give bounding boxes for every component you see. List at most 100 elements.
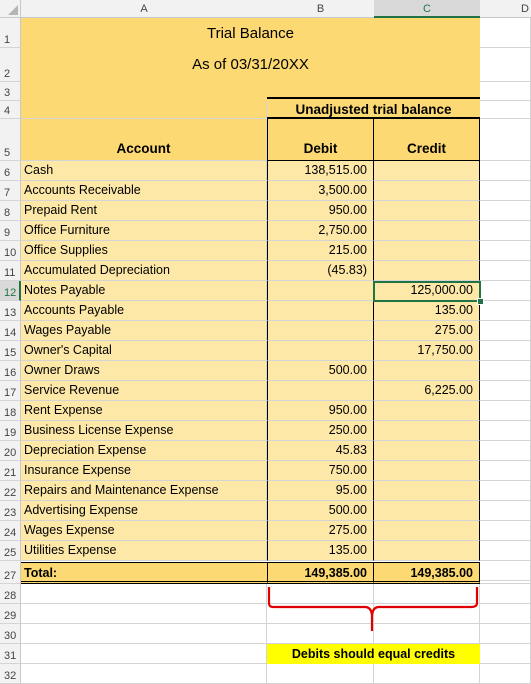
- empty-cell[interactable]: [21, 664, 267, 684]
- empty-cell[interactable]: [480, 281, 531, 301]
- credit-cell[interactable]: 135.00: [374, 301, 480, 321]
- credit-cell[interactable]: [374, 261, 480, 281]
- account-cell[interactable]: Wages Expense: [21, 521, 267, 541]
- credit-cell[interactable]: [374, 541, 480, 561]
- row-header-8[interactable]: 8: [0, 201, 21, 221]
- debit-cell[interactable]: [267, 301, 374, 321]
- total-label[interactable]: Total:: [21, 562, 267, 584]
- header-debit[interactable]: Debit: [267, 119, 374, 161]
- debit-cell[interactable]: 135.00: [267, 541, 374, 561]
- empty-cell[interactable]: [480, 584, 531, 604]
- row-header-12[interactable]: 12: [0, 281, 21, 301]
- empty-cell[interactable]: [480, 644, 531, 664]
- account-cell[interactable]: Advertising Expense: [21, 501, 267, 521]
- debit-cell[interactable]: 500.00: [267, 501, 374, 521]
- debit-cell[interactable]: 950.00: [267, 401, 374, 421]
- row-header-24[interactable]: 24: [0, 521, 21, 541]
- debit-cell[interactable]: 2,750.00: [267, 221, 374, 241]
- empty-cell[interactable]: [480, 261, 531, 281]
- column-header-d[interactable]: D: [480, 0, 531, 18]
- empty-cell[interactable]: [21, 584, 267, 604]
- selected-cell-c12[interactable]: [373, 281, 481, 302]
- debit-cell[interactable]: [267, 321, 374, 341]
- empty-cell[interactable]: [267, 664, 374, 684]
- empty-cell[interactable]: [267, 624, 374, 644]
- column-header-b[interactable]: B: [267, 0, 374, 18]
- credit-cell[interactable]: [374, 181, 480, 201]
- empty-cell[interactable]: [267, 584, 374, 604]
- empty-cell[interactable]: [480, 321, 531, 341]
- empty-cell[interactable]: [480, 421, 531, 441]
- row-header-19[interactable]: 19: [0, 421, 21, 441]
- select-all-corner[interactable]: [0, 0, 21, 18]
- row-header-25[interactable]: 25: [0, 541, 21, 561]
- empty-cell[interactable]: [480, 341, 531, 361]
- balance-note[interactable]: Debits should equal credits: [267, 644, 480, 664]
- account-cell[interactable]: Repairs and Maintenance Expense: [21, 481, 267, 501]
- credit-cell[interactable]: [374, 441, 480, 461]
- debit-cell[interactable]: 45.83: [267, 441, 374, 461]
- cell-a4[interactable]: [21, 101, 267, 119]
- credit-cell[interactable]: 125,000.00: [374, 281, 480, 301]
- header-credit[interactable]: Credit: [374, 119, 480, 161]
- row-header-20[interactable]: 20: [0, 441, 21, 461]
- row-header-3[interactable]: 3: [0, 82, 21, 101]
- credit-cell[interactable]: [374, 241, 480, 261]
- debit-cell[interactable]: 138,515.00: [267, 161, 374, 181]
- empty-cell[interactable]: [480, 604, 531, 624]
- empty-cell[interactable]: [480, 664, 531, 684]
- debit-cell[interactable]: [267, 341, 374, 361]
- account-cell[interactable]: Rent Expense: [21, 401, 267, 421]
- empty-cell[interactable]: [480, 82, 531, 101]
- empty-cell[interactable]: [480, 221, 531, 241]
- credit-cell[interactable]: [374, 201, 480, 221]
- credit-cell[interactable]: [374, 501, 480, 521]
- row-header-1[interactable]: 1: [0, 18, 21, 48]
- row-header-21[interactable]: 21: [0, 461, 21, 481]
- empty-cell[interactable]: [480, 461, 531, 481]
- account-cell[interactable]: Owner's Capital: [21, 341, 267, 361]
- empty-cell[interactable]: [480, 18, 531, 48]
- debit-cell[interactable]: [267, 281, 374, 301]
- empty-cell[interactable]: [480, 361, 531, 381]
- header-account[interactable]: Account: [21, 119, 267, 161]
- row-header-16[interactable]: 16: [0, 361, 21, 381]
- row-header-11[interactable]: 11: [0, 261, 21, 281]
- debit-cell[interactable]: [267, 381, 374, 401]
- credit-cell[interactable]: [374, 161, 480, 181]
- account-cell[interactable]: Cash: [21, 161, 267, 181]
- row-header-5[interactable]: 5: [0, 119, 21, 161]
- row-header-4[interactable]: 4: [0, 101, 21, 119]
- row-header-28[interactable]: 28: [0, 584, 21, 604]
- account-cell[interactable]: Office Supplies: [21, 241, 267, 261]
- empty-cell[interactable]: [374, 624, 480, 644]
- credit-cell[interactable]: [374, 361, 480, 381]
- credit-cell[interactable]: [374, 221, 480, 241]
- debit-cell[interactable]: 250.00: [267, 421, 374, 441]
- row-header-15[interactable]: 15: [0, 341, 21, 361]
- account-cell[interactable]: Utilities Expense: [21, 541, 267, 561]
- account-cell[interactable]: Office Furniture: [21, 221, 267, 241]
- total-credit[interactable]: 149,385.00: [374, 562, 480, 584]
- empty-cell[interactable]: [480, 441, 531, 461]
- empty-cell[interactable]: [21, 604, 267, 624]
- empty-cell[interactable]: [480, 381, 531, 401]
- debit-cell[interactable]: 3,500.00: [267, 181, 374, 201]
- account-cell[interactable]: Notes Payable: [21, 281, 267, 301]
- account-cell[interactable]: Insurance Expense: [21, 461, 267, 481]
- total-debit[interactable]: 149,385.00: [267, 562, 374, 584]
- empty-cell[interactable]: [480, 401, 531, 421]
- account-cell[interactable]: Prepaid Rent: [21, 201, 267, 221]
- empty-cell[interactable]: [480, 241, 531, 261]
- row-header-23[interactable]: 23: [0, 501, 21, 521]
- row-header-30[interactable]: 30: [0, 624, 21, 644]
- empty-cell[interactable]: [480, 161, 531, 181]
- row-header-6[interactable]: 6: [0, 161, 21, 181]
- empty-cell[interactable]: [480, 562, 531, 584]
- empty-cell[interactable]: [480, 521, 531, 541]
- empty-cell[interactable]: [480, 119, 531, 161]
- account-cell[interactable]: Accounts Payable: [21, 301, 267, 321]
- row-header-17[interactable]: 17: [0, 381, 21, 401]
- row-header-7[interactable]: 7: [0, 181, 21, 201]
- empty-cell[interactable]: [480, 481, 531, 501]
